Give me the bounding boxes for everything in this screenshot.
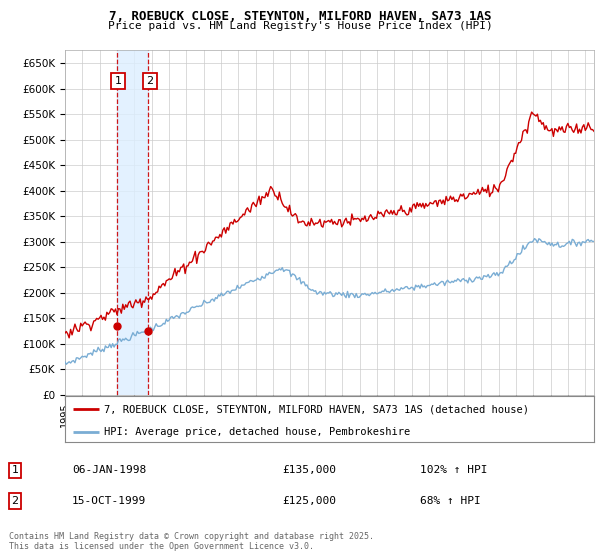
Text: 2: 2	[11, 496, 19, 506]
Text: 15-OCT-1999: 15-OCT-1999	[72, 496, 146, 506]
Text: £125,000: £125,000	[282, 496, 336, 506]
Text: 1: 1	[11, 465, 19, 475]
Text: 1: 1	[115, 76, 122, 86]
Text: 2: 2	[146, 76, 153, 86]
Text: £135,000: £135,000	[282, 465, 336, 475]
Text: Price paid vs. HM Land Registry's House Price Index (HPI): Price paid vs. HM Land Registry's House …	[107, 21, 493, 31]
Text: 102% ↑ HPI: 102% ↑ HPI	[420, 465, 487, 475]
Bar	[117, 50, 148, 395]
Text: 68% ↑ HPI: 68% ↑ HPI	[420, 496, 481, 506]
Text: 7, ROEBUCK CLOSE, STEYNTON, MILFORD HAVEN, SA73 1AS (detached house): 7, ROEBUCK CLOSE, STEYNTON, MILFORD HAVE…	[104, 404, 529, 414]
Text: 7, ROEBUCK CLOSE, STEYNTON, MILFORD HAVEN, SA73 1AS: 7, ROEBUCK CLOSE, STEYNTON, MILFORD HAVE…	[109, 10, 491, 23]
Text: HPI: Average price, detached house, Pembrokeshire: HPI: Average price, detached house, Pemb…	[104, 427, 411, 437]
Text: 06-JAN-1998: 06-JAN-1998	[72, 465, 146, 475]
Text: Contains HM Land Registry data © Crown copyright and database right 2025.
This d: Contains HM Land Registry data © Crown c…	[9, 532, 374, 552]
